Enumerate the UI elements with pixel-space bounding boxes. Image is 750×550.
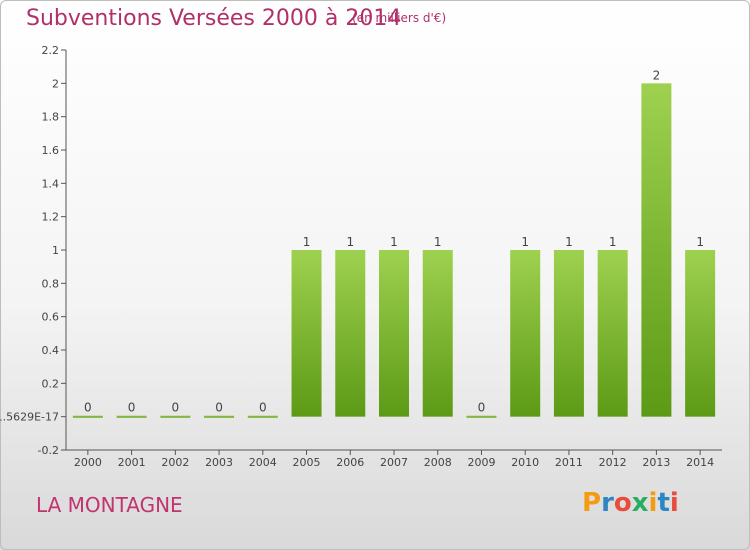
x-tick-label: 2008 bbox=[424, 456, 452, 469]
logo-letter: x bbox=[631, 488, 649, 518]
logo-letter: i bbox=[669, 488, 679, 518]
data-label: 0 bbox=[84, 401, 92, 415]
x-tick-label: 2005 bbox=[293, 456, 321, 469]
y-tick-label: 1.6 bbox=[42, 144, 60, 157]
x-tick-label: 2010 bbox=[511, 456, 539, 469]
y-tick-label: 1.4 bbox=[42, 177, 60, 190]
logo-letter: t bbox=[657, 488, 670, 518]
bar bbox=[247, 415, 278, 418]
y-tick-label: 1 bbox=[52, 244, 59, 257]
bar bbox=[72, 415, 103, 418]
data-label: 1 bbox=[565, 235, 573, 249]
x-tick-label: 2006 bbox=[336, 456, 364, 469]
data-label: 0 bbox=[128, 401, 136, 415]
y-tick-label: 0.6 bbox=[42, 311, 60, 324]
bar bbox=[685, 250, 716, 417]
y-tick-label: 2 bbox=[52, 77, 59, 90]
x-tick-label: 2002 bbox=[161, 456, 189, 469]
data-label: 1 bbox=[609, 235, 617, 249]
data-label: 0 bbox=[478, 401, 486, 415]
bar bbox=[422, 250, 453, 417]
chart-unit: (en milliers d'€) bbox=[352, 11, 447, 25]
x-tick-label: 2007 bbox=[380, 456, 408, 469]
y-tick-label: -1.5629E-17 bbox=[0, 411, 59, 424]
bar bbox=[510, 250, 541, 417]
data-label: 0 bbox=[259, 401, 267, 415]
data-label: 1 bbox=[434, 235, 442, 249]
x-tick-label: 2001 bbox=[118, 456, 146, 469]
bar bbox=[466, 415, 497, 418]
chart-axes: -0.2 -1.5629E-17 0.2 0.4 0.6 0.8 1 1.2 1.4 1.6 1.8… bbox=[0, 44, 722, 469]
y-tick-label: -0.2 bbox=[38, 444, 59, 457]
bar bbox=[204, 415, 235, 418]
data-label: 0 bbox=[172, 401, 180, 415]
bar bbox=[553, 250, 584, 417]
bar bbox=[641, 83, 672, 417]
logo-letter: i bbox=[648, 488, 658, 518]
y-tick-label: 2.2 bbox=[42, 44, 60, 57]
y-tick-label: 1.2 bbox=[42, 211, 60, 224]
data-label: 2 bbox=[653, 68, 661, 82]
logo-letter: r bbox=[601, 488, 614, 518]
x-tick-label: 2011 bbox=[555, 456, 583, 469]
bar bbox=[335, 250, 366, 417]
bar bbox=[291, 250, 322, 417]
data-label: 1 bbox=[521, 235, 529, 249]
proxiti-logo[interactable]: Proxiti bbox=[582, 488, 679, 518]
place-name: LA MONTAGNE bbox=[36, 493, 183, 517]
logo-letter: o bbox=[613, 488, 632, 518]
data-label: 0 bbox=[215, 401, 223, 415]
data-label: 1 bbox=[696, 235, 704, 249]
data-label: 1 bbox=[346, 235, 354, 249]
y-tick-label: 1.8 bbox=[42, 111, 60, 124]
y-tick-label: 0.4 bbox=[42, 344, 60, 357]
data-label: 1 bbox=[390, 235, 398, 249]
x-tick-label: 2012 bbox=[599, 456, 627, 469]
data-label: 1 bbox=[303, 235, 311, 249]
chart-bars bbox=[72, 83, 716, 418]
x-tick-label: 2009 bbox=[467, 456, 495, 469]
chart-data-labels: 0 0 0 0 0 1 1 1 1 0 1 1 1 2 1 bbox=[84, 68, 704, 414]
x-tick-label: 2013 bbox=[642, 456, 670, 469]
logo-letter: P bbox=[582, 488, 602, 518]
x-tick-label: 2014 bbox=[686, 456, 714, 469]
chart-title: Subventions Versées 2000 à 2014 bbox=[26, 6, 402, 31]
bar bbox=[160, 415, 191, 418]
y-tick-label: 0.8 bbox=[42, 277, 60, 290]
y-tick-label: 0.2 bbox=[42, 377, 60, 390]
x-tick-label: 2004 bbox=[249, 456, 277, 469]
x-tick-label: 2003 bbox=[205, 456, 233, 469]
x-tick-label: 2000 bbox=[74, 456, 102, 469]
bar bbox=[597, 250, 628, 417]
bar bbox=[116, 415, 147, 418]
bar bbox=[379, 250, 409, 417]
